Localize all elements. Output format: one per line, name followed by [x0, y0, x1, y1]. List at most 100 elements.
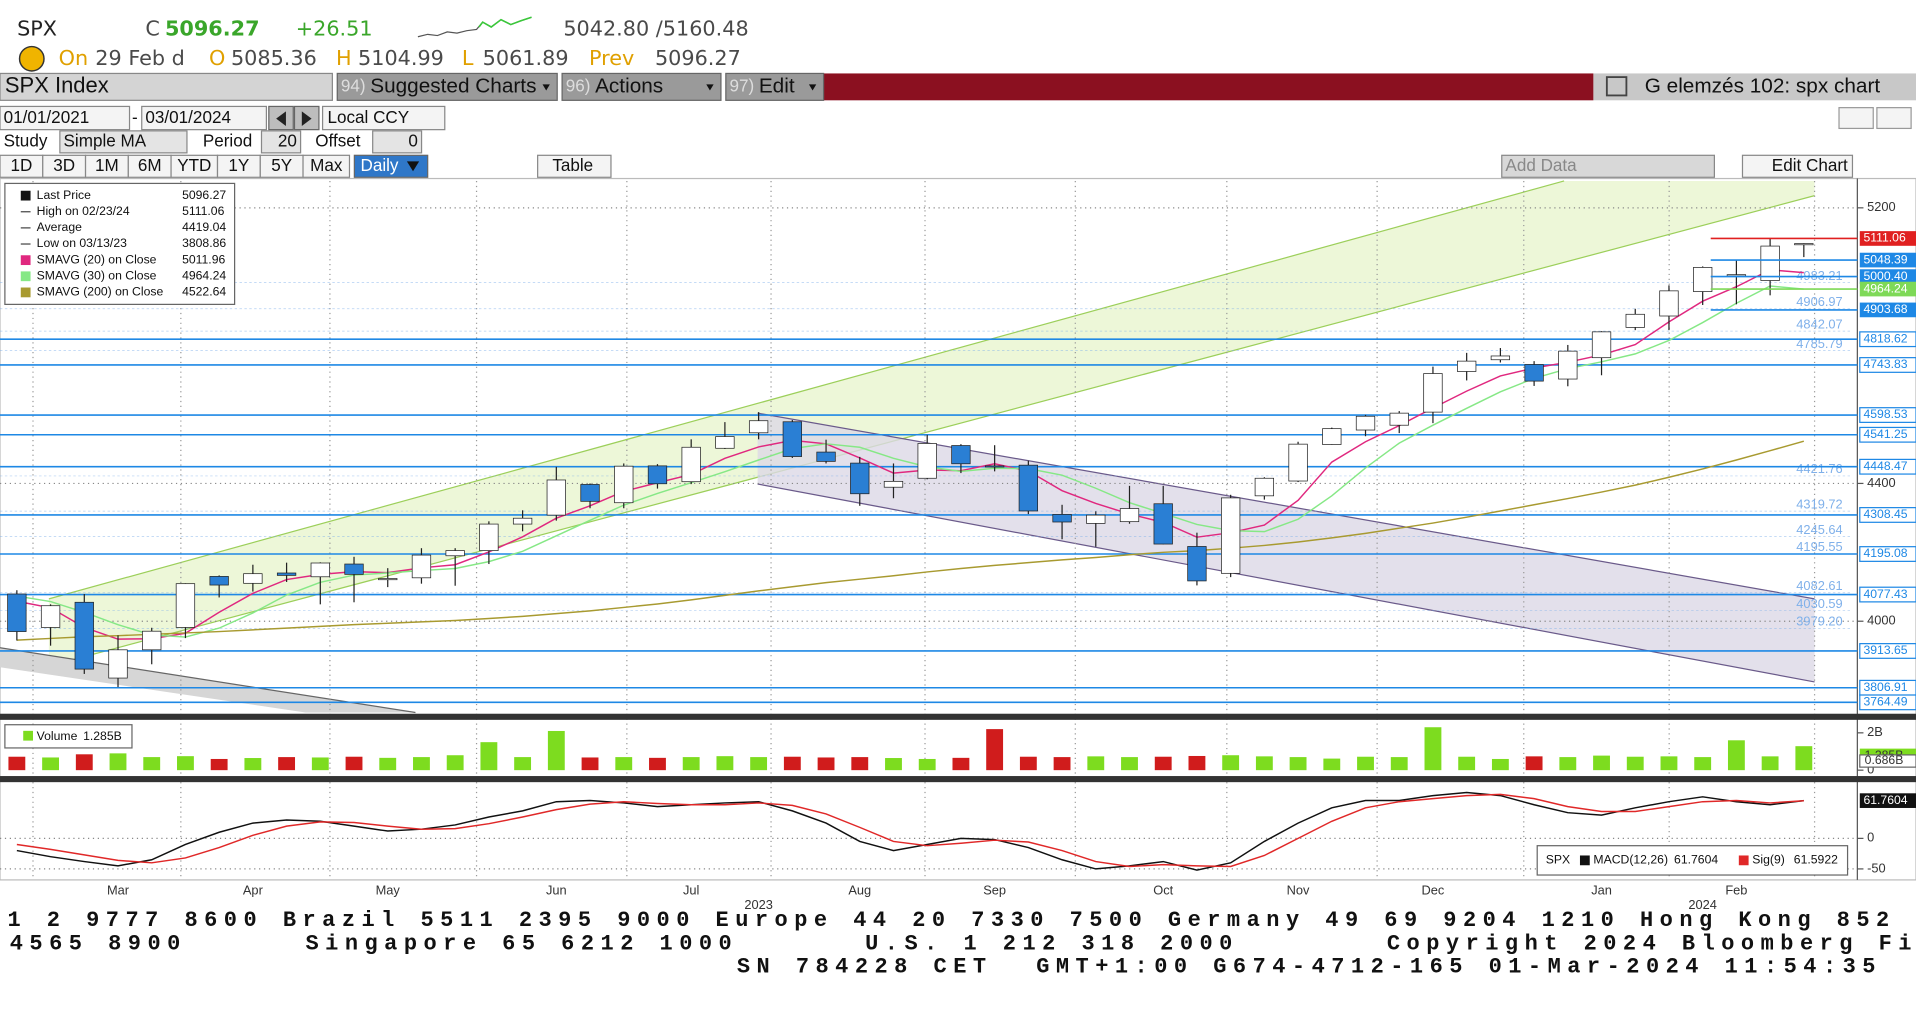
study-label: Study [4, 131, 48, 150]
volume-legend-value: 1.285B [83, 729, 122, 743]
period-box[interactable] [260, 130, 302, 154]
candle-body [614, 465, 634, 504]
candle-body [1591, 331, 1612, 359]
menu-button[interactable] [725, 72, 825, 101]
range-label: 5Y [271, 156, 293, 175]
volume-bar [716, 756, 734, 771]
menu-arrow [808, 84, 817, 91]
price-legend [4, 182, 236, 305]
menu-number: 97) [729, 76, 754, 95]
candle-body [512, 517, 533, 525]
price-tag [1859, 269, 1916, 284]
add-data-box[interactable] [1501, 154, 1715, 178]
popout-icon[interactable] [1605, 76, 1628, 97]
table-button[interactable] [537, 154, 612, 178]
offset: 0 [408, 131, 418, 150]
candle-body [1187, 546, 1207, 582]
volume-bar [1525, 756, 1543, 771]
offset-box[interactable] [372, 130, 423, 154]
volume-bar [952, 757, 970, 771]
study-box[interactable] [59, 130, 188, 154]
y-tick-label: -50 [1867, 860, 1886, 875]
menu-arrow [706, 84, 714, 91]
footer-text: Copyright 2024 Bloomberg Fi [1387, 931, 1916, 956]
level-tag-label: 3806.91 [1863, 680, 1907, 694]
volume-bar [682, 757, 700, 771]
candle-body [546, 479, 566, 516]
volume-bar [413, 757, 430, 771]
legend-name: High on 02/23/24 [37, 204, 130, 218]
candle-body [243, 573, 263, 584]
candle-body [310, 562, 330, 578]
x-tick-label: Feb [1725, 882, 1747, 897]
frequency-box[interactable] [353, 154, 429, 178]
volume-bar [446, 755, 464, 771]
footer-text: U.S. 1 212 318 2000 [865, 931, 1239, 956]
candle-body [1254, 477, 1275, 497]
down-channel-lower [757, 483, 1815, 683]
menu-label: Suggested Charts [370, 74, 536, 97]
volume-bar [244, 758, 262, 771]
y-tick-label: 0 [1867, 830, 1874, 845]
legend-value: 5011.96 [182, 252, 225, 266]
y-tick-label: 5200 [1867, 199, 1896, 214]
legend-value: 3808.86 [182, 236, 226, 250]
volume-bar [1222, 755, 1240, 771]
y-tick-label: 0 [1867, 762, 1874, 777]
x-tick-label: Jun [546, 882, 567, 897]
alert-icon[interactable] [18, 45, 45, 72]
candle-body [378, 578, 398, 581]
candle-body [1389, 412, 1409, 426]
macd-tag-label: 61.7604 [1863, 793, 1907, 807]
level-tag-label: 4448.47 [1863, 459, 1907, 473]
candle-body [1153, 503, 1173, 545]
start-date: 01/01/2021 [4, 108, 90, 127]
legend-name: Sig(9) [1752, 853, 1785, 867]
prev-arrow [276, 111, 286, 126]
level-tag [1859, 586, 1916, 603]
legend-name: MACD(12,26) [1593, 853, 1668, 867]
moving-average [16, 285, 1804, 638]
level-tag-label: 4308.45 [1863, 507, 1907, 521]
page-title: G elemzés 102: spx chart [1645, 74, 1881, 97]
currency-box[interactable] [321, 105, 446, 131]
volume-bar [1121, 757, 1138, 771]
volume-bar [311, 757, 329, 771]
footer-text: GMT+1:00 G674-4712-165 01-Mar-2024 11:54… [1036, 954, 1882, 979]
fib-level-label: 4906.97 [1796, 294, 1842, 309]
volume-bar [1053, 757, 1071, 771]
range-button[interactable] [302, 154, 351, 178]
volume-bar [581, 757, 599, 771]
frequency-arrow [406, 161, 420, 172]
menu-button[interactable] [336, 72, 558, 101]
volume-legend [4, 724, 133, 749]
volume-bar [649, 757, 666, 771]
menu-number: 96) [566, 76, 591, 95]
legend-name: SMAVG (30) on Close [37, 268, 157, 282]
chart-frame [0, 177, 1916, 881]
candle-body [1221, 497, 1241, 574]
up-channel-lower [48, 195, 1815, 667]
fib-level-label: 4421.76 [1796, 461, 1842, 476]
candle-body [108, 649, 128, 679]
start-date-box[interactable] [0, 105, 131, 131]
menu-button[interactable] [561, 72, 722, 101]
sparkline-recent [478, 16, 532, 28]
undo-button[interactable] [1838, 107, 1874, 130]
legend-value: 4522.64 [182, 285, 226, 299]
edit-chart-button[interactable] [1741, 154, 1854, 178]
up-channel-upper [48, 180, 1565, 600]
security-box[interactable] [0, 72, 333, 101]
candle-body [748, 420, 769, 434]
volume-bar [42, 757, 60, 771]
fib-level-label: 4082.61 [1796, 578, 1842, 593]
menu-number: 94) [341, 76, 366, 95]
plot: 4000 4400 5200 4983.21 4906.97 4842.07 4785.79… [0, 180, 1916, 912]
legend-value: 5096.27 [182, 188, 226, 202]
x-tick-label: Oct [1153, 882, 1173, 897]
redo-button[interactable] [1876, 107, 1912, 130]
volume-bar [143, 757, 161, 771]
candle-body [1625, 313, 1645, 328]
end-date-box[interactable] [141, 105, 267, 131]
candle-body [1659, 290, 1679, 317]
